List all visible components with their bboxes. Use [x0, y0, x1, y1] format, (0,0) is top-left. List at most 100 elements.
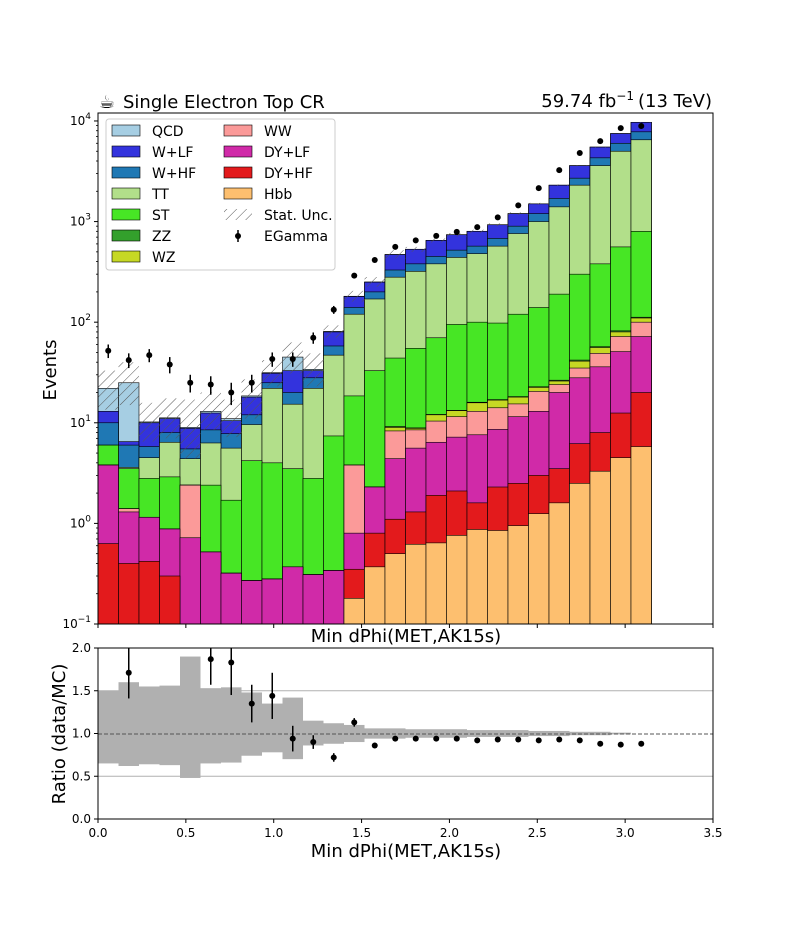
data-point — [556, 167, 563, 174]
stack-bar — [138, 560, 160, 624]
legend-label: ZZ — [152, 229, 171, 245]
ratio-point — [310, 739, 317, 746]
ratio-point — [494, 736, 501, 743]
legend-entry-st: ST — [111, 208, 170, 224]
stat-unc-box — [323, 325, 344, 338]
stack-bar — [589, 470, 611, 624]
stack-bar — [548, 502, 570, 624]
legend-swatch — [111, 145, 141, 158]
data-point — [474, 224, 481, 231]
main-y-tick-base: 10 — [70, 516, 85, 530]
legend-swatch — [223, 145, 253, 158]
stack-bar — [528, 513, 550, 624]
data-point — [576, 150, 583, 157]
legend-entry-qcd: QCD — [111, 124, 184, 140]
ratio-points-layer — [125, 648, 645, 762]
legend-entry-stat-unc: Stat. Unc. — [224, 208, 333, 224]
ratio-point — [228, 659, 235, 666]
stat-unc-box — [364, 277, 385, 287]
ratio-point — [289, 735, 296, 742]
ratio-unc-box — [98, 690, 119, 764]
stat-unc-box — [241, 379, 262, 419]
ratio-unc-box — [138, 686, 160, 765]
legend-entry-zz: ZZ — [111, 229, 171, 245]
ratio-unc-box — [344, 724, 365, 743]
ratio-point — [474, 737, 481, 744]
main-y-axis-label: Events — [40, 340, 61, 401]
ratio-y-tick-label: 0.5 — [72, 769, 91, 783]
data-point — [453, 228, 460, 235]
ratio-unc-box — [549, 730, 570, 737]
stat-unc-box — [507, 212, 529, 215]
ratio-point — [371, 742, 378, 749]
main-y-tick-base: 10 — [70, 315, 85, 329]
ratio-unc-box — [261, 703, 283, 753]
stack-bar — [98, 543, 119, 624]
stack-bar — [405, 543, 427, 624]
data-point — [125, 357, 132, 364]
data-point — [515, 202, 522, 209]
legend-label: WW — [264, 124, 292, 140]
stack-bar — [569, 483, 591, 624]
stat-unc-box — [487, 223, 508, 227]
ratio-y-ticks: 0.0 0.5 1.0 1.5 2.0 — [72, 641, 98, 826]
legend-entry-dy-hf: DY+HF — [223, 166, 313, 182]
data-point — [351, 272, 358, 279]
ratio-y-tick-label: 2.0 — [72, 641, 91, 655]
data-point — [392, 243, 399, 250]
data-point — [289, 356, 296, 363]
main-x-axis-label: Min dPhi(MET,AK15s) — [311, 626, 501, 647]
legend-swatch — [224, 209, 252, 220]
legend-frame — [105, 118, 336, 271]
stat-unc-box — [180, 399, 201, 459]
title-group: ☕ Single Electron Top CR 59.74 fb−1 (13 T… — [99, 89, 712, 113]
legend-label: ST — [152, 208, 170, 224]
main-y-tick-base: 10 — [70, 114, 85, 128]
stack-bar — [159, 575, 181, 624]
stack-bar — [610, 457, 632, 624]
stack-bar — [241, 580, 263, 624]
ratio-point — [351, 719, 358, 726]
ratio-x-axis-label: Min dPhi(MET,AK15s) — [311, 841, 501, 862]
lumi-exponent: −1 — [616, 89, 634, 103]
stat-unc-box — [261, 360, 283, 387]
ratio-unc-box — [303, 720, 324, 746]
stat-unc-box — [590, 146, 611, 148]
stack-bar — [466, 529, 488, 624]
legend-swatch — [111, 124, 141, 137]
ratio-x-ticks: 0.0 0.5 1.0 1.5 2.0 2.5 3.0 3.5 — [88, 819, 723, 840]
data-point — [433, 232, 440, 239]
ratio-point — [576, 737, 583, 744]
stat-unc-box — [344, 290, 365, 302]
ratio-x-tick-label: 3.5 — [703, 826, 722, 840]
main-y-tick-base: 10 — [62, 617, 77, 631]
stack-bar — [200, 551, 222, 624]
stat-unc-layer — [98, 122, 652, 459]
legend-swatch — [223, 124, 253, 137]
stack-bar — [425, 542, 447, 624]
main-y-tick-base: 10 — [70, 215, 85, 229]
main-y-tick-exponent: −1 — [78, 615, 91, 625]
legend-label: QCD — [152, 124, 184, 140]
stat-unc-box — [98, 370, 119, 410]
data-point — [207, 381, 214, 388]
ratio-point — [330, 754, 337, 761]
ratio-point — [207, 656, 214, 663]
data-point — [310, 334, 317, 341]
legend-entry-dy-lf: DY+LF — [223, 145, 310, 161]
ratio-point — [556, 736, 563, 743]
lumi-energy: (13 TeV) — [638, 91, 712, 112]
legend-swatch — [223, 187, 253, 200]
legend-label: DY+LF — [264, 145, 310, 161]
legend: QCD W+LF W+HF TT ST ZZ WZ WW DY+LF DY+HF Hbb Stat. … — [105, 118, 336, 271]
main-y-tick-label: 103 — [70, 213, 91, 229]
legend-entry-egamma: EGamma — [235, 229, 328, 245]
ratio-x-tick-label: 2.5 — [528, 826, 547, 840]
legend-swatch — [111, 187, 141, 200]
main-axes-frame — [97, 112, 714, 625]
data-point — [330, 306, 337, 313]
stack-bar — [323, 570, 345, 624]
ratio-point — [617, 741, 624, 748]
legend-entry-tt: TT — [111, 187, 169, 203]
